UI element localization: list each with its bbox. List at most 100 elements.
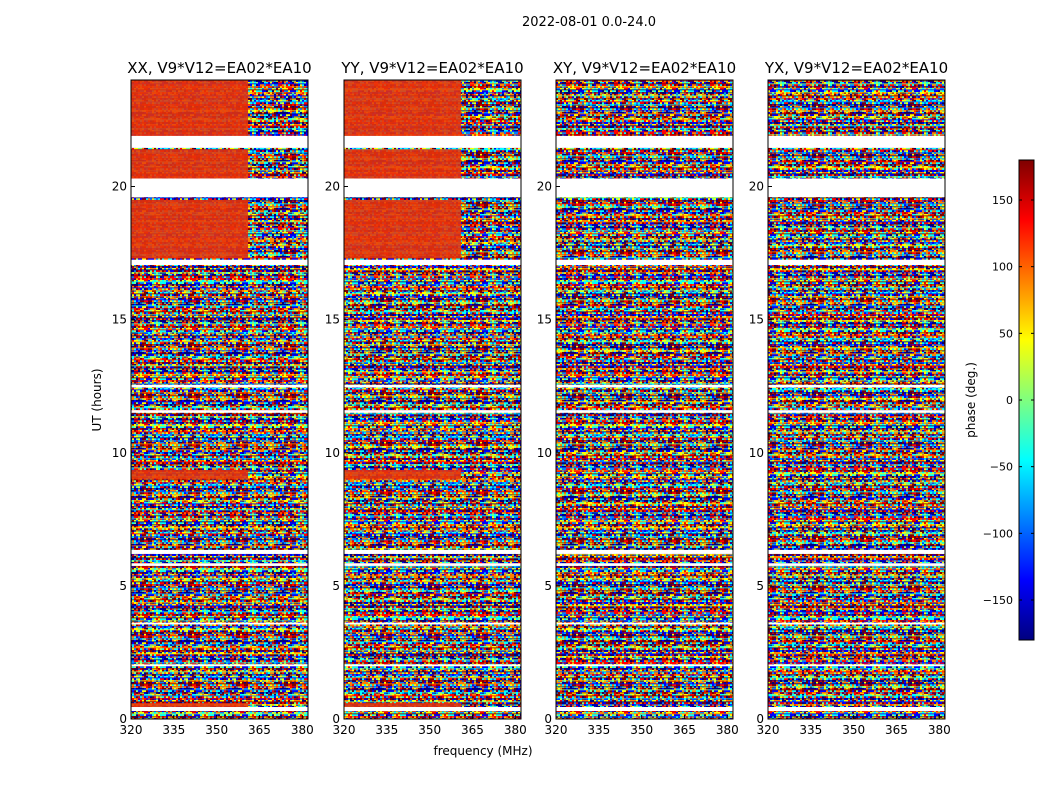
y-tick-label: 5 [756, 579, 764, 593]
x-tick-label: 380 [716, 723, 739, 737]
flagged-range [344, 707, 521, 712]
colorbar-ticks: 150 100 50 0 −50 −100 −150 [983, 194, 1034, 607]
x-tick-label: 320 [333, 723, 356, 737]
flagged-range [131, 410, 308, 413]
flagged-range [768, 549, 945, 554]
flagged-range [556, 563, 733, 566]
x-tick-label: 335 [375, 723, 398, 737]
x-axis-label: frequency (MHz) [433, 744, 532, 758]
flagged-range [131, 707, 308, 712]
x-tick-label: 320 [545, 723, 568, 737]
flagged-range [131, 563, 308, 566]
y-tick-label: 10 [537, 446, 552, 460]
coherent-phase-region [131, 470, 249, 480]
x-tick-label: 380 [928, 723, 951, 737]
x-tick-label: 380 [504, 723, 527, 737]
axes-frame [767, 79, 946, 720]
axes-frame [130, 79, 309, 720]
flagged-range [768, 664, 945, 667]
flagged-range [768, 622, 945, 625]
colorbar-tick-label: 150 [992, 194, 1013, 207]
coherent-phase-region [344, 199, 462, 259]
panel-yx: YX, V9*V12=EA02*EA10 320 335 350 365 380 0 5 10 1… [749, 59, 951, 737]
flagged-range [768, 707, 945, 712]
x-tick-label: 365 [673, 723, 696, 737]
y-tick-label: 20 [112, 180, 127, 194]
y-tick-label: 0 [332, 712, 340, 726]
colorbar: 150 100 50 0 −50 −100 −150 phase (deg.) [964, 159, 1035, 641]
flagged-range [344, 178, 521, 198]
flagged-range [131, 178, 308, 198]
flagged-range [768, 410, 945, 413]
y-tick-label: 5 [544, 579, 552, 593]
figure-title: 2022-08-01 0.0-24.0 [522, 15, 656, 30]
flagged-range [768, 563, 945, 566]
x-tick-label: 335 [587, 723, 610, 737]
y-tick-label: 10 [112, 446, 127, 460]
flagged-range [556, 135, 733, 148]
colorbar-tick-label: −50 [990, 461, 1013, 474]
x-tick-label: 365 [248, 723, 271, 737]
flagged-range [768, 384, 945, 388]
flagged-range [768, 259, 945, 266]
y-tick-label: 15 [112, 313, 127, 327]
y-tick-label: 15 [537, 313, 552, 327]
colorbar-label: phase (deg.) [964, 362, 978, 438]
y-tick-label: 5 [332, 579, 340, 593]
x-tick-label: 320 [757, 723, 780, 737]
flagged-range [131, 549, 308, 554]
x-tick-label: 335 [799, 723, 822, 737]
flagged-range [556, 622, 733, 625]
x-tick-label: 350 [630, 723, 653, 737]
y-tick-label: 20 [749, 180, 764, 194]
flagged-range [556, 410, 733, 413]
flagged-range [556, 707, 733, 712]
y-axis-label: UT (hours) [90, 368, 104, 431]
colorbar-tick-label: −100 [983, 527, 1013, 540]
flagged-range [344, 664, 521, 667]
y-tick-label: 10 [325, 446, 340, 460]
flagged-range [344, 549, 521, 554]
flagged-range [131, 259, 308, 266]
flagged-range [768, 178, 945, 198]
panel-title: XX, V9*V12=EA02*EA10 [127, 59, 311, 77]
y-tick-label: 0 [119, 712, 127, 726]
flagged-range [344, 384, 521, 388]
flagged-range [344, 563, 521, 566]
flagged-range [768, 135, 945, 148]
x-tick-label: 335 [162, 723, 185, 737]
flagged-range [131, 135, 308, 148]
y-tick-label: 0 [756, 712, 764, 726]
x-tick-label: 350 [842, 723, 865, 737]
panel-xx: XX, V9*V12=EA02*EA10 320 335 350 365 380 0 5 10 1… [112, 59, 314, 737]
y-tick-label: 10 [749, 446, 764, 460]
flagged-range [556, 178, 733, 198]
coherent-phase-region [344, 80, 462, 139]
x-tick-label: 350 [418, 723, 441, 737]
colorbar-tick-label: 100 [992, 261, 1013, 274]
flagged-range [556, 384, 733, 388]
flagged-range [131, 664, 308, 667]
x-tick-label: 365 [461, 723, 484, 737]
axes-frame [555, 79, 734, 720]
panel-yy: YY, V9*V12=EA02*EA10 320 335 350 365 380 0 5 10 1… [325, 59, 527, 737]
y-tick-label: 20 [537, 180, 552, 194]
y-tick-label: 15 [325, 313, 340, 327]
flagged-range [556, 664, 733, 667]
colorbar-tick-label: 0 [1006, 394, 1013, 407]
coherent-phase-region [131, 80, 249, 139]
y-tick-label: 0 [544, 712, 552, 726]
flagged-range [556, 549, 733, 554]
panel-title: YX, V9*V12=EA02*EA10 [764, 59, 948, 77]
flagged-range [344, 410, 521, 413]
flagged-range [131, 384, 308, 388]
y-tick-label: 15 [749, 313, 764, 327]
coherent-phase-region [131, 199, 249, 259]
coherent-phase-region [344, 470, 462, 480]
x-tick-label: 350 [205, 723, 228, 737]
panel-xy: XY, V9*V12=EA02*EA10 320 335 350 365 380 0 5 10 1… [537, 59, 739, 737]
flagged-range [344, 135, 521, 148]
x-tick-label: 380 [291, 723, 314, 737]
panel-title: XY, V9*V12=EA02*EA10 [553, 59, 736, 77]
